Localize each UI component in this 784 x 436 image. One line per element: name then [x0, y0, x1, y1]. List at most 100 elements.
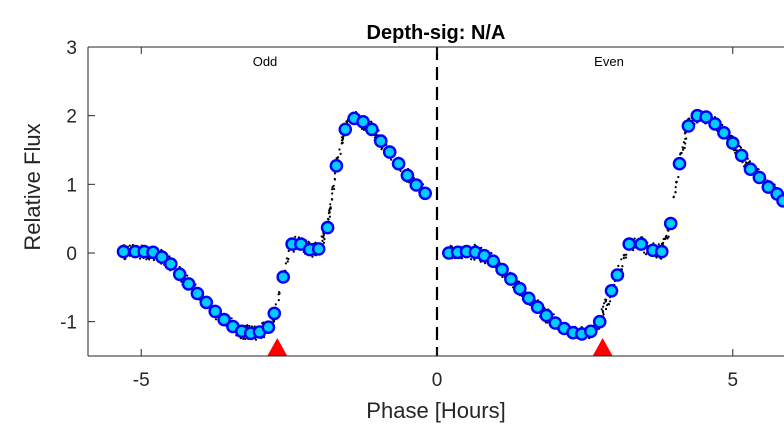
binned-point: [622, 237, 637, 251]
raw-point: [677, 175, 680, 179]
raw-point: [622, 257, 625, 260]
binned-point: [217, 312, 231, 327]
raw-point: [390, 158, 393, 161]
binned-point: [521, 291, 536, 306]
raw-point: [331, 198, 334, 201]
raw-point: [341, 141, 344, 144]
raw-point: [180, 280, 183, 283]
binned-point: [267, 306, 282, 321]
binned-point: [743, 162, 758, 176]
raw-point: [278, 291, 281, 294]
raw-point: [333, 172, 336, 175]
chart-title: Depth-sig: N/A: [367, 22, 506, 44]
raw-point: [321, 239, 324, 242]
raw-point: [362, 128, 365, 131]
raw-point: [338, 148, 341, 151]
raw-point: [380, 148, 383, 151]
raw-point: [332, 184, 335, 187]
raw-point: [617, 264, 620, 267]
binned-point: [681, 119, 696, 133]
raw-point: [186, 274, 189, 277]
binned-point: [486, 254, 501, 269]
binned-point: [663, 216, 678, 231]
binned-point: [409, 178, 424, 192]
x-tick-label: 5: [727, 370, 738, 391]
raw-point: [484, 262, 487, 265]
transit-markers: [267, 338, 613, 356]
raw-point: [286, 260, 289, 263]
raw-point: [168, 255, 171, 258]
raw-point: [682, 141, 686, 144]
raw-point: [145, 258, 148, 261]
raw-point: [675, 181, 678, 184]
binned-point: [604, 283, 619, 298]
raw-point: [333, 178, 336, 181]
raw-point: [624, 256, 628, 259]
raw-point: [645, 253, 648, 256]
raw-point: [623, 253, 626, 256]
raw-point: [688, 117, 691, 120]
raw-point: [128, 244, 131, 247]
raw-point: [604, 307, 608, 311]
binned-point: [672, 156, 687, 171]
binned-point: [116, 244, 131, 259]
transit-marker: [267, 338, 288, 356]
binned-point: [708, 117, 722, 131]
binned-point: [513, 281, 527, 296]
raw-point: [284, 262, 287, 265]
raw-point: [682, 148, 685, 151]
raw-point: [322, 234, 325, 237]
raw-point: [329, 203, 332, 206]
binned-point: [172, 267, 187, 282]
raw-point: [341, 138, 344, 141]
binned-point: [311, 242, 326, 256]
y-tick-label: 0: [66, 244, 77, 265]
raw-point: [331, 192, 334, 195]
raw-point: [490, 252, 493, 255]
binned-point: [495, 262, 509, 277]
raw-point: [322, 241, 326, 244]
raw-point: [311, 255, 314, 258]
binned-point: [655, 244, 669, 259]
binned-point: [400, 168, 415, 183]
raw-point: [470, 258, 473, 261]
raw-point: [335, 157, 338, 160]
binned-point: [391, 156, 406, 171]
binned-point: [418, 186, 433, 201]
binned-flux-points: [116, 108, 784, 341]
binned-point: [190, 286, 205, 301]
raw-point: [323, 238, 326, 241]
y-axis-title: Relative Flux: [20, 123, 45, 250]
raw-point: [672, 195, 675, 198]
binned-point: [610, 268, 625, 282]
raw-point: [603, 302, 606, 305]
raw-point: [662, 237, 665, 241]
binned-point: [592, 314, 607, 329]
raw-point: [620, 258, 623, 261]
y-tick-label: 3: [66, 38, 77, 59]
raw-point: [602, 313, 605, 316]
raw-point: [248, 324, 251, 328]
raw-point: [320, 235, 323, 238]
raw-point: [667, 235, 670, 238]
binned-point: [530, 300, 545, 315]
raw-point: [684, 137, 687, 140]
raw-point: [139, 257, 142, 260]
raw-point: [604, 298, 607, 301]
binned-point: [338, 122, 353, 137]
binned-point: [181, 277, 196, 291]
binned-point: [634, 237, 648, 251]
binned-point: [261, 320, 276, 335]
raw-point: [333, 187, 336, 191]
raw-point: [657, 243, 660, 246]
binned-point: [734, 148, 749, 163]
binned-point: [726, 136, 740, 150]
raw-point: [655, 256, 658, 259]
binned-point: [717, 126, 731, 140]
binned-point: [761, 180, 776, 194]
even-panel-label: Even: [594, 54, 624, 69]
binned-point: [155, 250, 169, 264]
raw-point: [230, 317, 233, 320]
raw-point: [601, 309, 604, 313]
raw-point: [501, 275, 504, 279]
